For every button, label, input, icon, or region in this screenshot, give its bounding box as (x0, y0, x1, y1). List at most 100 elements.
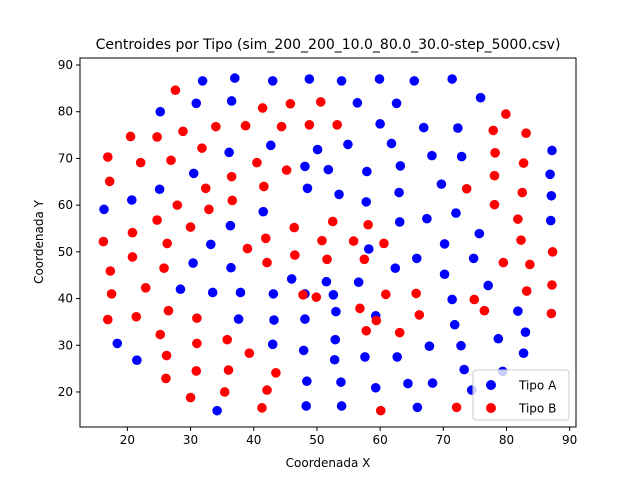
y-axis: 20 30 40 50 60 70 80 90 (58, 58, 80, 399)
point-tipo-b (327, 216, 338, 227)
point-tipo-b (257, 103, 268, 113)
point-tipo-a (361, 197, 372, 207)
point-tipo-a (447, 74, 457, 84)
point-tipo-a (191, 98, 202, 109)
point-tipo-a (424, 341, 435, 351)
point-tipo-a (447, 294, 457, 305)
point-tipo-a (300, 314, 310, 324)
x-tick-label: 30 (183, 433, 198, 447)
point-tipo-a (353, 277, 364, 288)
point-tipo-b (332, 119, 342, 130)
point-tipo-b (259, 181, 269, 192)
point-tipo-b (322, 254, 332, 265)
point-tipo-a (545, 169, 555, 180)
point-tipo-b (131, 311, 142, 322)
point-tipo-b (315, 97, 326, 107)
point-tipo-a (321, 276, 332, 287)
point-tipo-b (501, 109, 511, 119)
point-tipo-b (290, 250, 300, 260)
point-tipo-b (159, 263, 169, 273)
y-tick-label: 70 (58, 151, 73, 165)
point-tipo-a (269, 315, 279, 325)
point-tipo-b (240, 120, 251, 131)
point-tipo-a (363, 244, 374, 254)
point-tipo-a (545, 215, 556, 226)
point-tipo-a (323, 164, 334, 175)
point-tipo-a (334, 189, 344, 200)
y-tick-label: 30 (58, 338, 73, 352)
point-tipo-b (166, 155, 176, 166)
point-tipo-b (281, 165, 292, 175)
point-tipo-a (518, 348, 529, 359)
point-tipo-a (328, 290, 339, 300)
point-tipo-b (155, 329, 166, 340)
point-tipo-b (211, 121, 221, 132)
point-tipo-a (267, 76, 278, 86)
x-tick-label: 90 (562, 433, 577, 447)
point-tipo-a (513, 306, 523, 316)
point-tipo-a (336, 401, 347, 411)
point-tipo-b (451, 402, 462, 413)
point-tipo-a (331, 306, 341, 317)
point-tipo-b (197, 143, 207, 153)
point-tipo-b (152, 215, 162, 225)
point-tipo-a (302, 376, 312, 387)
point-tipo-b (518, 158, 529, 168)
point-tipo-b (170, 85, 181, 96)
point-tipo-a (298, 345, 309, 356)
point-tipo-a (493, 333, 504, 344)
point-tipo-b (516, 235, 526, 245)
point-tipo-a (343, 139, 353, 150)
point-tipo-b (271, 368, 281, 378)
point-tipo-b (200, 183, 211, 194)
x-tick-label: 80 (499, 433, 514, 447)
point-tipo-a (394, 187, 404, 198)
chart-title: Centroides por Tipo (sim_200_200_10.0_80… (96, 37, 561, 53)
point-tipo-b (162, 238, 172, 249)
x-tick-label: 60 (372, 433, 387, 447)
point-tipo-b (359, 254, 370, 265)
point-tipo-b (152, 132, 162, 142)
point-tipo-a (188, 168, 199, 179)
point-tipo-a (411, 253, 422, 264)
point-tipo-b (363, 219, 373, 230)
point-tipo-a (99, 204, 109, 215)
point-tipo-a (212, 405, 222, 416)
point-tipo-a (197, 76, 208, 86)
point-tipo-b (547, 247, 558, 257)
point-tipo-a (392, 352, 402, 362)
point-tipo-b (361, 325, 372, 336)
legend: Tipo A Tipo B (472, 369, 570, 421)
point-tipo-b (371, 315, 382, 326)
point-tipo-a (394, 217, 405, 227)
point-tipo-b (498, 257, 509, 268)
point-tipo-a (336, 76, 347, 86)
point-tipo-a (267, 339, 278, 350)
point-tipo-b (489, 170, 500, 181)
point-tipo-b (547, 280, 557, 290)
point-tipo-b (252, 157, 262, 168)
point-tipo-b (161, 350, 172, 361)
point-tipo-a (427, 150, 437, 161)
point-tipo-b (394, 327, 405, 338)
plot-frame (79, 57, 577, 428)
point-tipo-a (235, 287, 246, 298)
point-tipo-b (276, 121, 287, 132)
point-tipo-b (348, 236, 359, 246)
data-points (98, 73, 558, 416)
point-tipo-b (103, 152, 113, 162)
point-tipo-b (262, 385, 272, 395)
point-tipo-b (140, 283, 151, 293)
point-tipo-b (242, 243, 253, 254)
point-tipo-a (427, 378, 438, 388)
point-tipo-b (289, 222, 299, 233)
point-tipo-a (154, 184, 165, 195)
point-tipo-b (525, 259, 535, 270)
x-tick-label: 20 (120, 433, 135, 447)
point-tipo-a (409, 76, 420, 86)
point-tipo-b (172, 200, 183, 210)
y-tick-label: 50 (58, 245, 73, 259)
point-tipo-a (520, 327, 531, 337)
point-tipo-b (479, 305, 490, 316)
